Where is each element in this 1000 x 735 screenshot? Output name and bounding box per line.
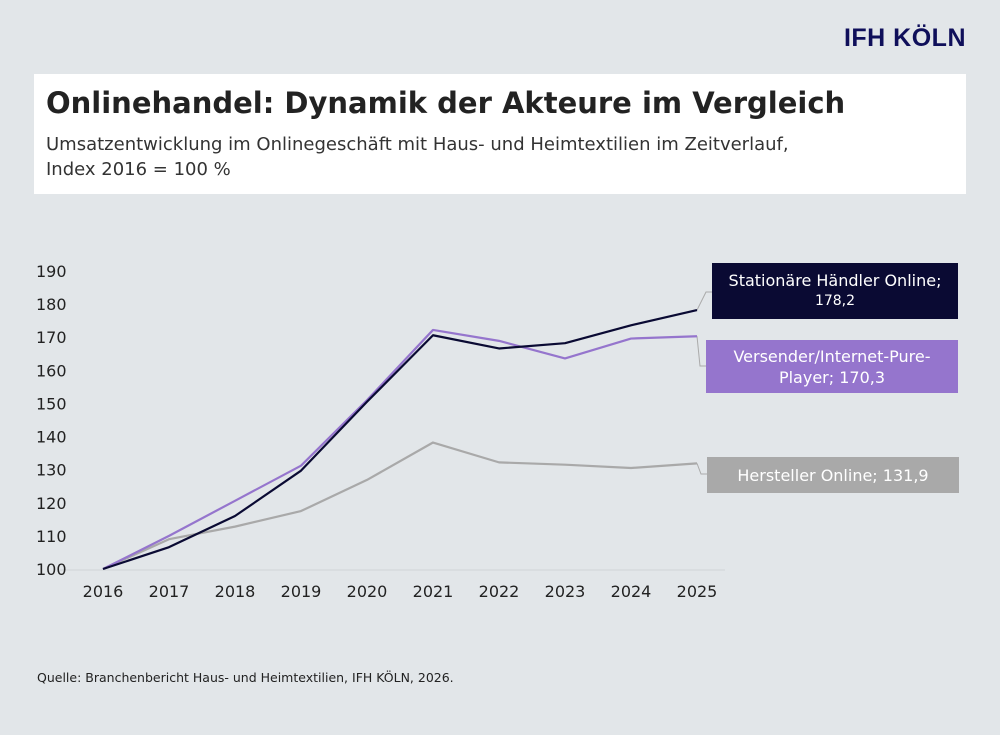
subtitle-line-2: Index 2016 = 100 % [46, 159, 231, 180]
y-tick-label: 100 [36, 560, 67, 579]
series-line-0 [102, 308, 698, 571]
title-box: Onlinehandel: Dynamik der Akteure im Ver… [34, 74, 966, 194]
source-note: Quelle: Branchenbericht Haus- und Heimte… [37, 670, 454, 685]
chart-subtitle: Umsatzentwicklung im Onlinegeschäft mit … [46, 132, 956, 182]
y-tick-label: 120 [36, 494, 67, 513]
label-versender-value: Player; 170,3 [778, 367, 886, 387]
x-tick-label: 2023 [545, 582, 586, 601]
leader-line [696, 291, 712, 311]
x-tick-label: 2019 [281, 582, 322, 601]
x-tick-label: 2025 [677, 582, 718, 601]
x-tick-label: 2024 [611, 582, 652, 601]
x-tick-label: 2018 [215, 582, 256, 601]
label-stationaere-value: 178,2 [814, 293, 856, 309]
label-stationaere: Stationäre Händler Online; 178,2 [712, 263, 958, 319]
x-tick-label: 2020 [347, 582, 388, 601]
y-tick-label: 170 [36, 328, 67, 347]
subtitle-line-1: Umsatzentwicklung im Onlinegeschäft mit … [46, 134, 789, 155]
chart-title: Onlinehandel: Dynamik der Akteure im Ver… [46, 86, 846, 120]
x-tick-label: 2017 [149, 582, 190, 601]
x-tick-label: 2022 [479, 582, 520, 601]
x-tick-label: 2016 [83, 582, 124, 601]
leader-line [696, 463, 707, 475]
label-versender: Versender/Internet-Pure- Player; 170,3 [706, 340, 958, 393]
ifh-logo: IFH KÖLN [843, 24, 966, 52]
series-line-1 [102, 328, 698, 570]
y-tick-label: 180 [36, 295, 67, 314]
y-tick-label: 130 [36, 461, 67, 480]
label-versender-name: Versender/Internet-Pure- [733, 346, 931, 366]
label-hersteller-name: Hersteller Online; 131,9 [737, 465, 929, 485]
label-stationaere-name: Stationäre Händler Online; [728, 271, 942, 290]
leader-line [696, 336, 706, 367]
y-tick-label: 110 [36, 527, 67, 546]
y-tick-label: 150 [36, 394, 67, 413]
x-tick-label: 2021 [413, 582, 454, 601]
y-tick-label: 190 [36, 262, 67, 281]
label-hersteller: Hersteller Online; 131,9 [707, 457, 959, 493]
y-tick-label: 160 [36, 361, 67, 380]
y-tick-label: 140 [36, 428, 67, 447]
series-line-2 [102, 441, 698, 571]
